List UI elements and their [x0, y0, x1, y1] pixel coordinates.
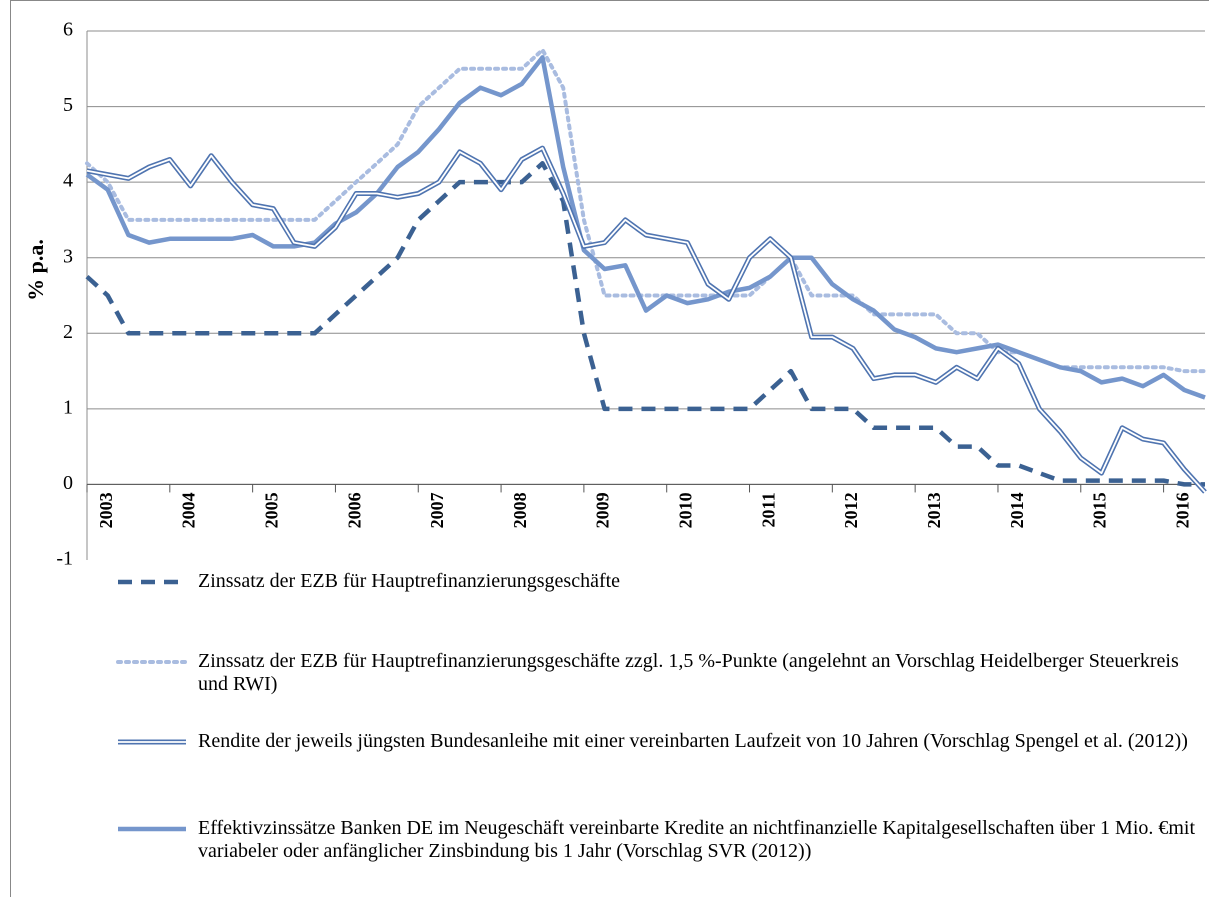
y-tick-label: 1 [63, 396, 73, 418]
x-tick-label: 2005 [261, 492, 281, 528]
y-tick-label: 0 [63, 472, 73, 494]
y-tick-label: 4 [63, 170, 73, 192]
chart-border [10, 0, 1209, 897]
y-tick-label: 3 [63, 245, 73, 267]
x-tick-label: 2015 [1090, 492, 1110, 528]
series-line [85, 55, 1206, 400]
series-line-core [86, 147, 1206, 493]
x-tick-label: 2013 [924, 492, 944, 528]
y-tick-label: 5 [63, 94, 73, 116]
legend-label: Zinssatz der EZB für Hauptrefinanzierung… [198, 650, 1179, 695]
y-tick-label: 2 [63, 321, 73, 343]
x-tick-label: 2014 [1007, 492, 1027, 528]
series-line [85, 161, 1205, 487]
y-tick-label: -1 [56, 548, 73, 570]
y-tick-label: 6 [63, 19, 73, 41]
x-tick-label: 2004 [179, 492, 199, 528]
x-tick-label: 2011 [758, 492, 778, 527]
series-line [85, 47, 1207, 374]
series-line [86, 145, 1207, 494]
x-tick-label: 2009 [593, 492, 613, 528]
x-tick-label: 2007 [427, 492, 447, 528]
y-axis-label: % p.a. [23, 239, 48, 301]
legend-label: Zinssatz der EZB für Hauptrefinanzierung… [198, 570, 621, 592]
x-tick-label: 2006 [344, 492, 364, 528]
x-tick-label: 2003 [96, 492, 116, 528]
x-tick-label: 2008 [510, 492, 530, 528]
legend-label: Effektivzinssätze Banken DE im Neugeschä… [198, 817, 1196, 862]
x-tick-label: 2012 [841, 492, 861, 528]
x-tick-label: 2010 [676, 492, 696, 528]
x-tick-label: 2016 [1172, 492, 1192, 528]
legend-label: Rendite der jeweils jüngsten Bundesanlei… [198, 730, 1188, 752]
